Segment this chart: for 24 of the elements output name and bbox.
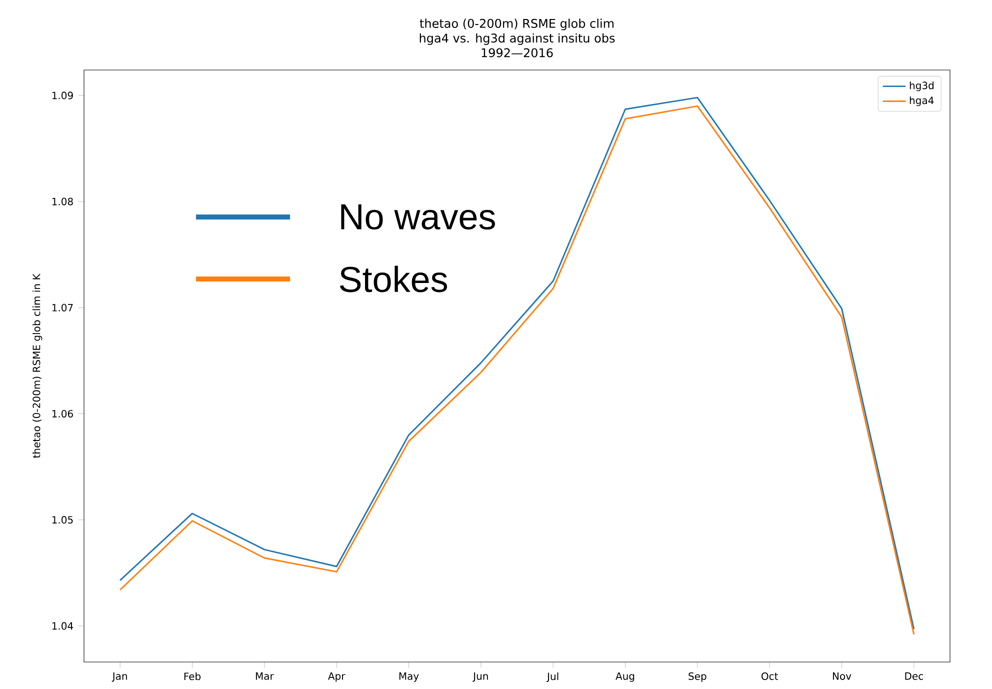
- chart-title: thetao (0-200m) RSME glob clim hga4 vs. hg3d against insitu obs 1992—2016: [420, 18, 615, 58]
- y-tick-label: 1.07: [52, 304, 73, 312]
- x-tick-label: Dec: [905, 672, 923, 680]
- x-tick-label: Mar: [256, 672, 274, 680]
- y-tick-label: 1.06: [52, 410, 73, 418]
- x-tick-label: Feb: [184, 672, 201, 680]
- y-tick-label: 1.04: [52, 622, 74, 630]
- y-tick-label: 1.05: [52, 516, 73, 524]
- x-tick-label: Jul: [546, 672, 558, 682]
- legend-label: hg3d: [910, 82, 934, 92]
- x-tick-label: Aug: [616, 672, 634, 682]
- y-axis-title: thetao (0-200m) RSME glob clim in K: [32, 274, 42, 458]
- y-tick-label: 1.08: [52, 198, 73, 206]
- legend-label: hga4: [910, 96, 934, 106]
- x-tick-label: Jan: [112, 672, 127, 682]
- x-tick-label: Nov: [832, 672, 852, 680]
- x-tick-label: Apr: [328, 672, 346, 682]
- x-tick-label: Oct: [762, 672, 778, 680]
- y-tick-label: 1.09: [52, 92, 73, 100]
- x-tick-label: Jun: [472, 672, 488, 682]
- x-tick-label: Sep: [688, 672, 706, 682]
- annotation: No waves: [341, 204, 495, 230]
- annotation: Stokes: [340, 266, 448, 292]
- x-tick-label: May: [399, 672, 419, 682]
